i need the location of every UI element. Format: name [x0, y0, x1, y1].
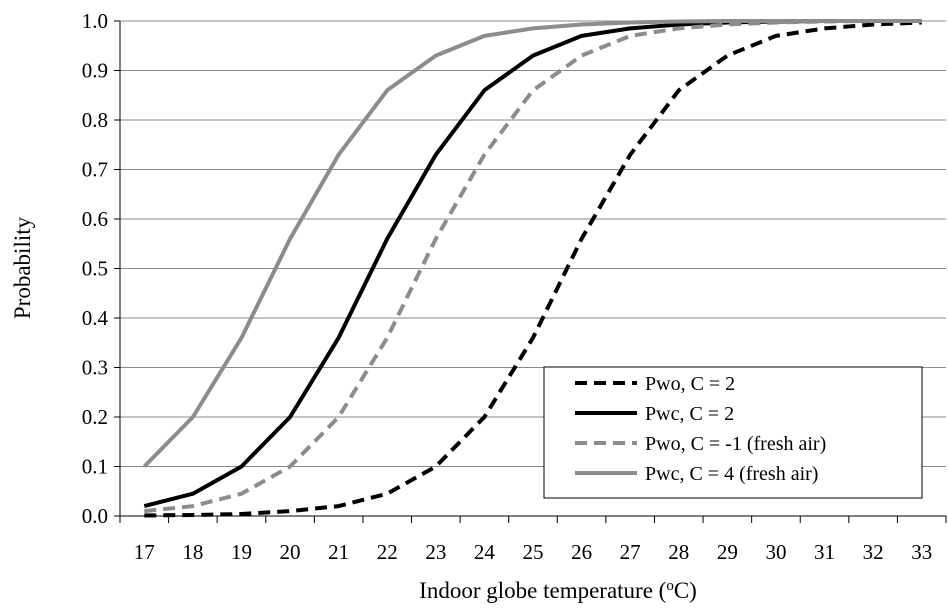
x-tick-label: 22 [377, 540, 398, 564]
y-tick-label: 0.6 [82, 207, 108, 231]
x-axis-label-main: Indoor globe temperature ( [419, 578, 666, 603]
series-line-1 [144, 20, 922, 518]
y-tick-label: 0.2 [82, 405, 108, 429]
y-tick-label: 0.3 [82, 356, 108, 380]
y-tick-label: 0.1 [82, 455, 108, 479]
y-tick-label: 0.4 [82, 306, 109, 330]
x-tick-label: 28 [668, 540, 689, 564]
legend: Pwo, C = 2 Pwc, C = 2 Pwo, C = -1 (fresh a… [543, 366, 923, 499]
legend-label-3: Pwo, C = -1 (fresh air) [645, 433, 826, 455]
y-tick-label: 0.7 [82, 158, 108, 182]
x-tick-label: 20 [280, 540, 301, 564]
series-line-4 [142, 19, 922, 468]
x-tick-label: 25 [523, 540, 544, 564]
y-axis-label: Probability [10, 216, 35, 319]
y-tick-label: 0.0 [82, 504, 108, 528]
x-tick-label: 30 [765, 540, 786, 564]
x-tick-label: 17 [134, 540, 155, 564]
legend-label-1: Pwo, C = 2 [645, 373, 735, 395]
x-tick-label: 26 [571, 540, 592, 564]
x-axis-label-superscript: o [666, 578, 674, 594]
y-tick-label: 0.9 [82, 59, 108, 83]
legend-label-4: Pwc, C = 4 (fresh air) [645, 463, 818, 485]
x-tick-label: 31 [814, 540, 835, 564]
x-tick-label: 27 [620, 540, 641, 564]
x-tick-label: 33 [911, 540, 932, 564]
x-axis-label-tail: C) [674, 578, 697, 603]
x-tick-label: 23 [425, 540, 446, 564]
x-tick-label: 21 [328, 540, 349, 564]
x-tick-label: 19 [231, 540, 252, 564]
tick-labels: 0.0 0.1 0.2 0.3 0.4 0.5 0.6 0.7 0.8 0.9 1.0 17 18 19 2… [82, 9, 932, 564]
series-lines [142, 19, 922, 518]
x-axis-label: Indoor globe temperature (oC) [419, 578, 697, 603]
x-tick-label: 18 [182, 540, 203, 564]
y-tick-label: 1.0 [82, 9, 108, 33]
legend-box [543, 366, 923, 499]
legend-label-2: Pwc, C = 2 [645, 403, 734, 425]
x-tick-label: 32 [863, 540, 884, 564]
x-tick-label: 29 [717, 540, 738, 564]
x-tick-label: 24 [474, 540, 496, 564]
axes [114, 20, 947, 523]
y-tick-label: 0.5 [82, 257, 108, 281]
y-tick-label: 0.8 [82, 108, 108, 132]
